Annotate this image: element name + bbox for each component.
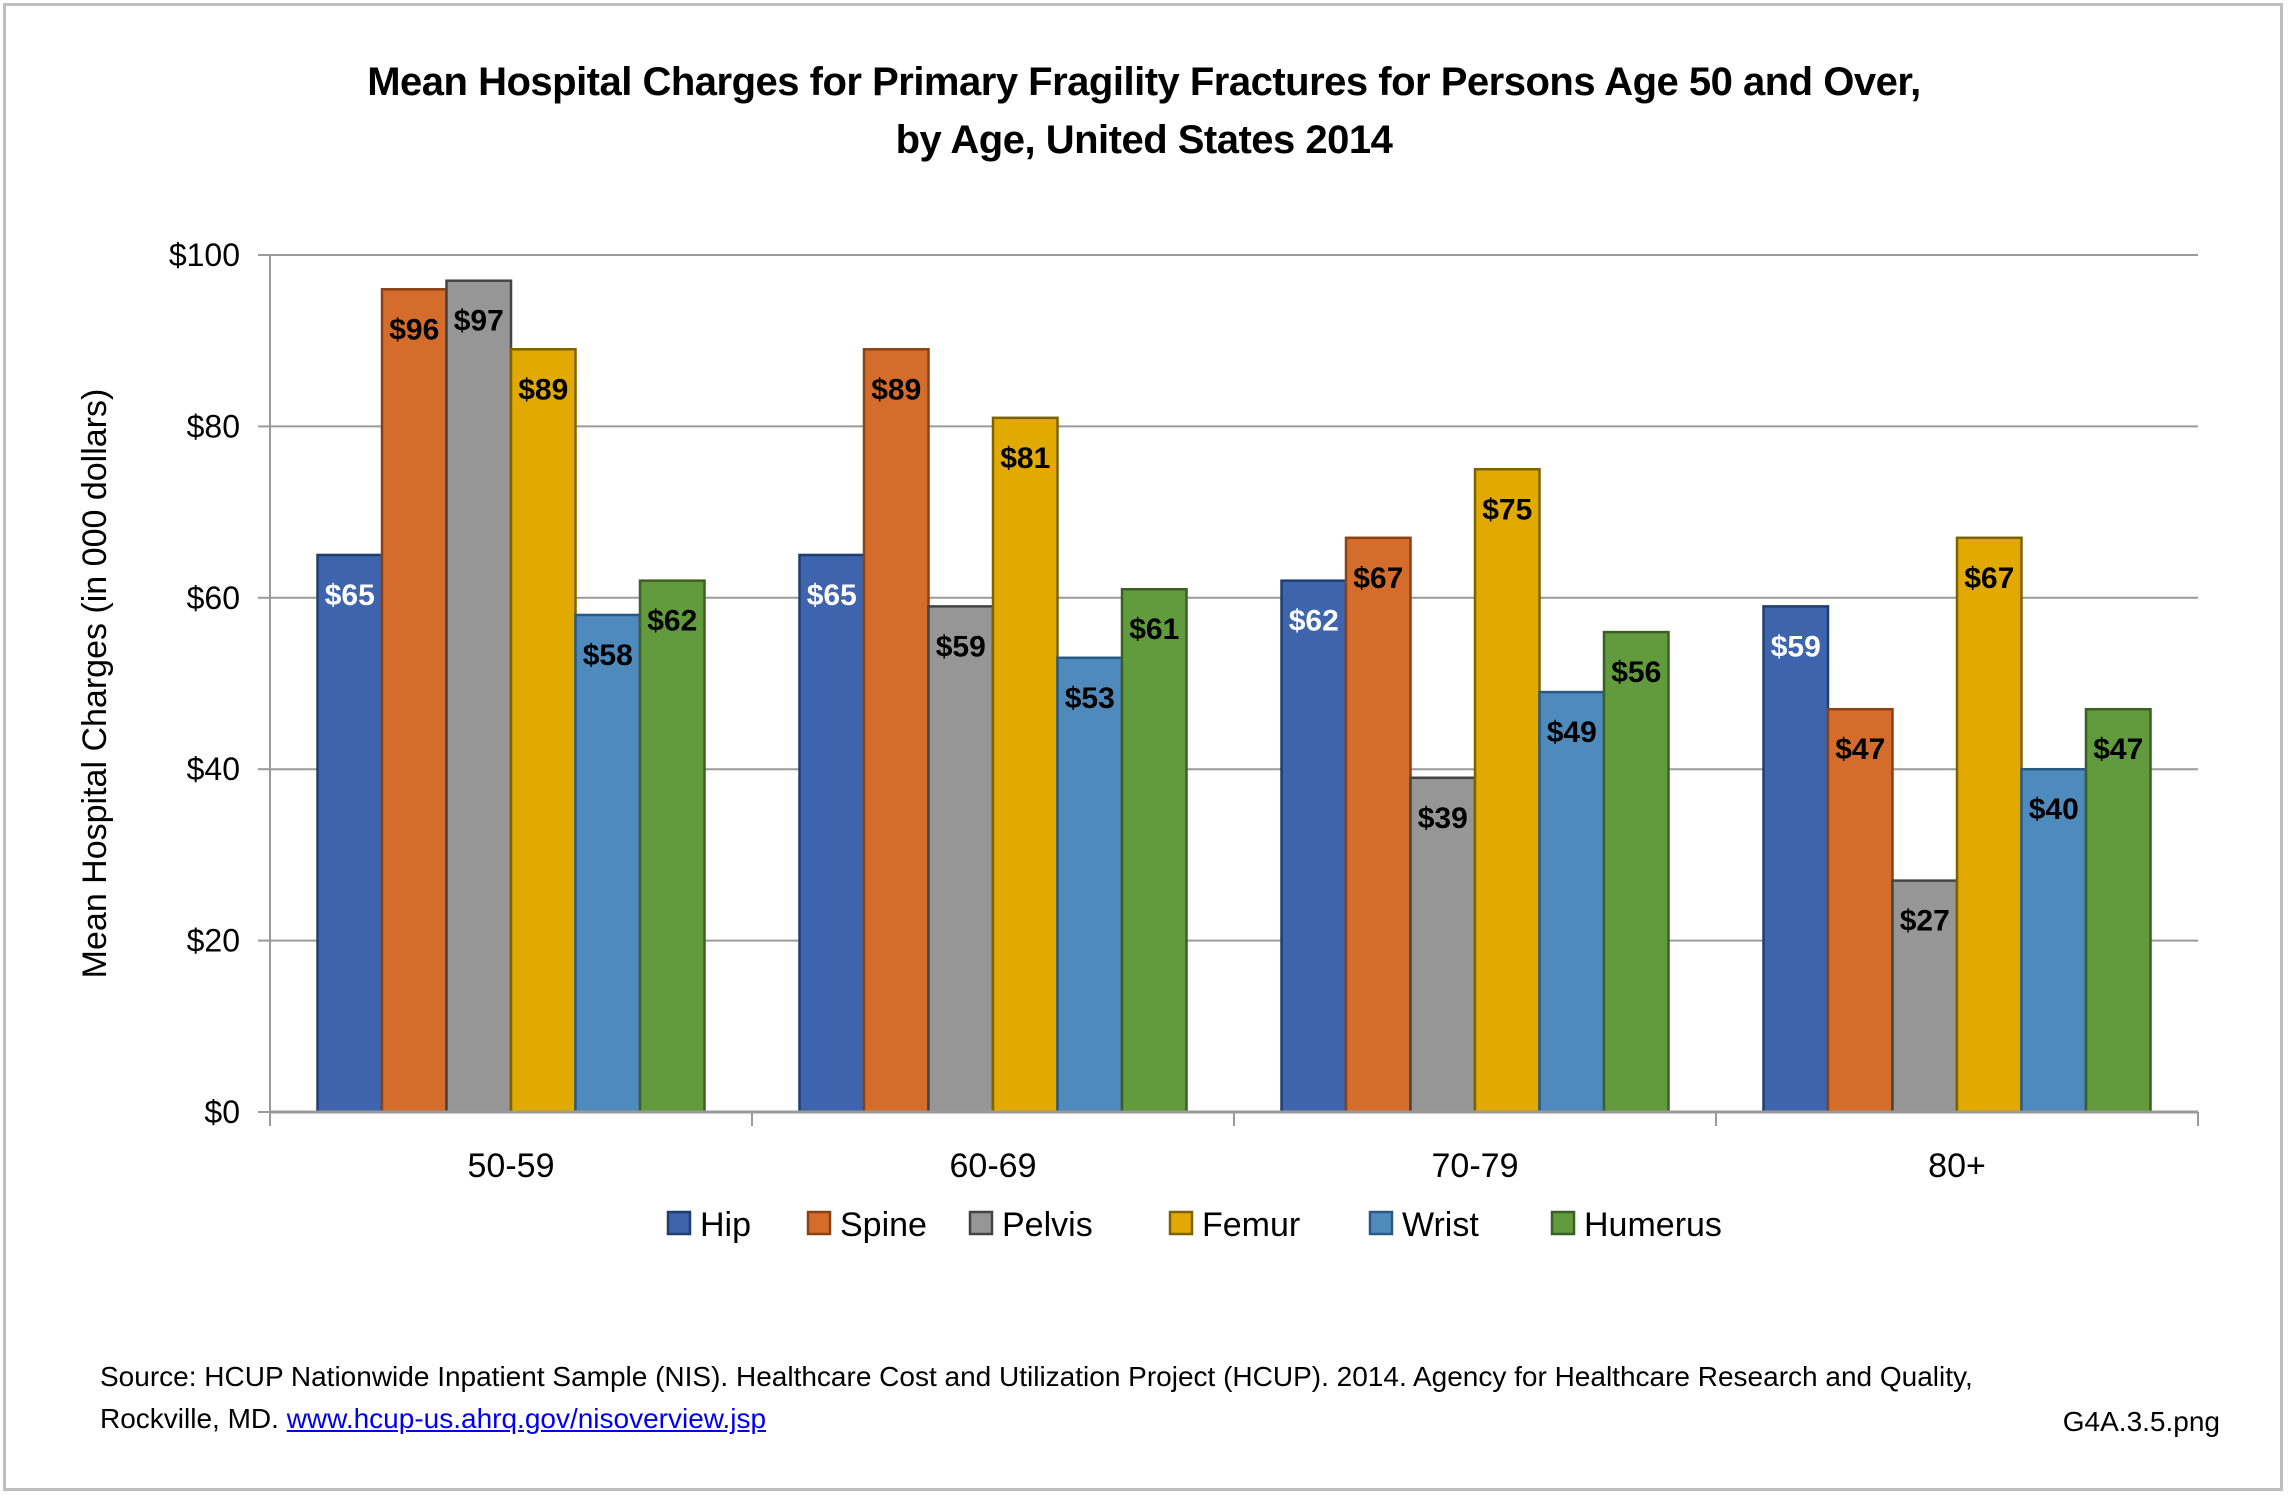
y-tick-label: $80	[187, 408, 240, 444]
x-category-label: 50-59	[468, 1147, 555, 1185]
x-category-label: 60-69	[950, 1147, 1037, 1185]
data-label: $56	[1611, 656, 1661, 689]
data-label: $67	[1964, 562, 2014, 595]
data-label: $65	[325, 579, 375, 612]
bar-femur-70-79	[1473, 468, 1541, 1114]
bar-humerus-60-69	[1120, 587, 1188, 1114]
data-label: $97	[454, 305, 504, 338]
data-label: $81	[1000, 442, 1050, 475]
data-label: $89	[871, 373, 921, 406]
x-category-label: 80+	[1928, 1147, 1986, 1185]
legend-item-spine: Spine	[806, 1206, 927, 1244]
bar-hip-50-59	[316, 553, 384, 1114]
bar-humerus-70-79	[1602, 630, 1670, 1114]
data-label: $96	[389, 313, 439, 346]
legend-swatch	[1168, 1210, 1194, 1236]
bar-wrist-60-69	[1056, 656, 1124, 1114]
bar-spine-70-79	[1344, 536, 1412, 1114]
bar-hip-80+	[1762, 605, 1830, 1114]
legend-label: Humerus	[1584, 1206, 1722, 1244]
bar-pelvis-50-59	[445, 279, 513, 1114]
data-label: $59	[936, 630, 986, 663]
axes: $0 $20 $40 $60 $80 $100 Mean Hospital Charges …	[76, 237, 2199, 1185]
legend-item-humerus: Humerus	[1550, 1206, 1722, 1244]
data-label: $53	[1065, 682, 1115, 715]
data-labels: $65 $96 $97 $89 $58 $62 $65 $89 $59 $81 $53 $61 $62 $…	[325, 305, 2144, 938]
source-text: Source: HCUP Nationwide Inpatient Sample…	[100, 1361, 1973, 1434]
source-note: Source: HCUP Nationwide Inpatient Sample…	[100, 1356, 2050, 1440]
bar-hip-70-79	[1280, 579, 1348, 1114]
bar-humerus-80+	[2084, 707, 2152, 1114]
data-label: $58	[583, 639, 633, 672]
bar-spine-50-59	[380, 288, 448, 1114]
bar-femur-80+	[1955, 536, 2023, 1114]
legend-swatch	[806, 1210, 832, 1236]
legend-swatch	[1550, 1210, 1576, 1236]
bar-pelvis-70-79	[1409, 776, 1477, 1114]
bar-femur-50-59	[509, 348, 577, 1114]
data-label: $67	[1353, 562, 1403, 595]
legend-item-femur: Femur	[1168, 1206, 1300, 1244]
legend-label: Pelvis	[1002, 1206, 1093, 1244]
legend-label: Hip	[700, 1206, 751, 1244]
data-label: $47	[2093, 733, 2143, 766]
data-label: $39	[1418, 802, 1468, 835]
data-label: $59	[1771, 630, 1821, 663]
legend-swatch	[1368, 1210, 1394, 1236]
source-link[interactable]: www.hcup-us.ahrq.gov/nisoverview.jsp	[286, 1403, 767, 1434]
legend-item-hip: Hip	[666, 1206, 751, 1244]
data-label: $65	[807, 579, 857, 612]
file-id: G4A.3.5.png	[2062, 1406, 2220, 1437]
legend-label: Wrist	[1402, 1206, 1479, 1244]
y-tick-label: $60	[187, 580, 240, 616]
data-label: $62	[647, 605, 697, 638]
y-tick-label: $20	[187, 923, 240, 959]
bar-spine-80+	[1826, 707, 1894, 1114]
data-label: $61	[1129, 613, 1179, 646]
legend-label: Femur	[1202, 1206, 1300, 1244]
bar-hip-60-69	[798, 553, 866, 1114]
data-label: $75	[1482, 493, 1532, 526]
data-label: $89	[518, 373, 568, 406]
bar-wrist-80+	[2020, 767, 2088, 1114]
bar-humerus-50-59	[638, 579, 706, 1114]
data-label: $27	[1900, 905, 1950, 938]
x-category-label: 70-79	[1432, 1147, 1519, 1185]
bar-wrist-70-79	[1538, 690, 1606, 1114]
y-tick-label: $100	[169, 237, 240, 273]
chart-title-line-1: Mean Hospital Charges for Primary Fragil…	[367, 60, 1921, 104]
data-label: $47	[1835, 733, 1885, 766]
data-label: $62	[1289, 605, 1339, 638]
bar-femur-60-69	[991, 416, 1059, 1114]
legend-item-wrist: Wrist	[1368, 1206, 1479, 1244]
legend-swatch	[666, 1210, 692, 1236]
data-label: $40	[2029, 793, 2079, 826]
bar-wrist-50-59	[574, 613, 642, 1114]
legend-label: Spine	[840, 1206, 927, 1244]
legend-swatch	[968, 1210, 994, 1236]
y-tick-label: $40	[187, 751, 240, 787]
bar-spine-60-69	[862, 348, 930, 1114]
y-tick-label: $0	[204, 1094, 240, 1130]
data-label: $49	[1547, 716, 1597, 749]
legend: Hip Spine Pelvis Femur Wrist Humerus	[666, 1206, 1722, 1244]
bar-pelvis-60-69	[927, 605, 995, 1114]
legend-item-pelvis: Pelvis	[968, 1206, 1093, 1244]
bars	[316, 279, 2152, 1114]
y-axis-title: Mean Hospital Charges (in 000 dollars)	[76, 389, 114, 979]
chart-title-line-2: by Age, United States 2014	[895, 118, 1393, 162]
